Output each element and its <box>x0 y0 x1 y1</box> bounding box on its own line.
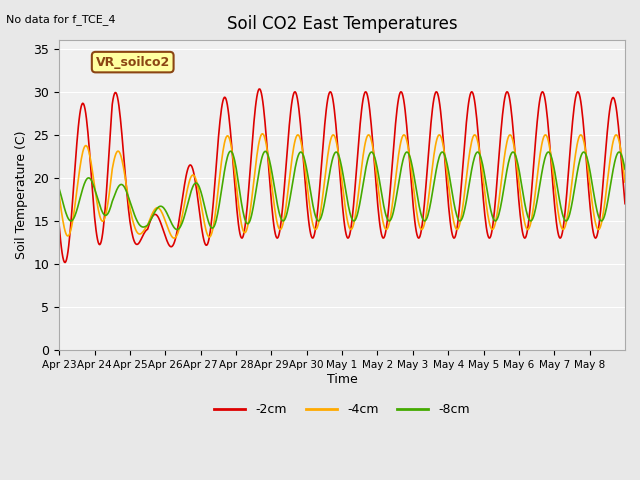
-8cm <box>55 186 63 192</box>
Y-axis label: Soil Temperature (C): Soil Temperature (C) <box>15 131 28 259</box>
-8cm <box>255 168 263 174</box>
Line: -4cm: -4cm <box>59 134 625 238</box>
-2cm <box>256 86 264 92</box>
-4cm <box>276 227 284 232</box>
-2cm <box>61 260 69 265</box>
-8cm <box>173 227 181 232</box>
-4cm <box>170 235 178 241</box>
Legend: -2cm, -4cm, -8cm: -2cm, -4cm, -8cm <box>209 398 475 421</box>
-4cm <box>259 131 267 137</box>
-4cm <box>434 134 442 140</box>
-2cm <box>227 127 234 133</box>
-4cm <box>255 143 262 149</box>
-8cm <box>122 186 129 192</box>
-2cm <box>255 87 262 93</box>
Line: -8cm: -8cm <box>59 151 625 229</box>
-2cm <box>276 224 284 229</box>
-2cm <box>402 115 410 120</box>
Title: Soil CO2 East Temperatures: Soil CO2 East Temperatures <box>227 15 458 33</box>
-8cm <box>434 160 442 166</box>
-2cm <box>55 222 63 228</box>
-2cm <box>122 183 130 189</box>
Line: -2cm: -2cm <box>59 89 625 263</box>
-4cm <box>55 192 63 198</box>
-2cm <box>621 201 629 206</box>
-4cm <box>122 177 129 183</box>
X-axis label: Time: Time <box>326 372 358 385</box>
Text: VR_soilco2: VR_soilco2 <box>95 56 170 69</box>
-8cm <box>227 148 235 154</box>
-8cm <box>621 167 629 172</box>
-8cm <box>402 150 410 156</box>
-4cm <box>402 135 410 141</box>
-8cm <box>227 148 234 154</box>
Text: No data for f_TCE_4: No data for f_TCE_4 <box>6 14 116 25</box>
-4cm <box>227 139 234 144</box>
-8cm <box>276 214 284 220</box>
-4cm <box>621 180 629 185</box>
-2cm <box>434 91 442 96</box>
